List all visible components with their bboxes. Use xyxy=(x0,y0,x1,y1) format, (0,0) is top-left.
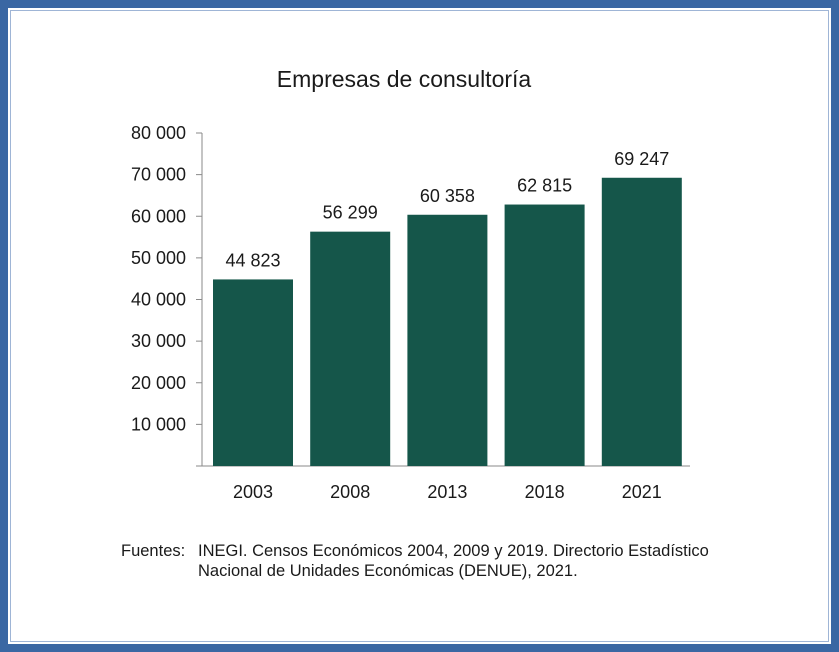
data-label: 60 358 xyxy=(420,186,475,206)
x-tick-label: 2018 xyxy=(525,482,565,502)
bar xyxy=(504,204,585,466)
data-label: 56 299 xyxy=(323,203,378,223)
y-tick-label: 60 000 xyxy=(131,206,186,226)
source-label: Fuentes: xyxy=(121,542,186,560)
x-tick-label: 2003 xyxy=(233,482,273,502)
y-tick-label: 50 000 xyxy=(131,248,186,268)
y-tick-label: 80 000 xyxy=(131,123,186,143)
chart-axes: 10 000 20 000 30 000 40 000 50 000 60 000 70 0… xyxy=(131,123,690,467)
chart-title: Empresas de consultoría xyxy=(277,66,532,92)
source-text: INEGI. Censos Económicos 2004, 2009 y 20… xyxy=(198,542,709,580)
data-label: 69 247 xyxy=(614,149,669,169)
y-tick-label: 40 000 xyxy=(131,290,186,310)
bar xyxy=(601,177,682,466)
y-tick-label: 20 000 xyxy=(131,373,186,393)
chart-bars xyxy=(213,177,682,466)
y-tick-label: 10 000 xyxy=(131,414,186,434)
data-label: 62 815 xyxy=(517,176,572,196)
y-tick-label: 30 000 xyxy=(131,331,186,351)
bar xyxy=(310,231,391,466)
y-tick-label: 70 000 xyxy=(131,165,186,185)
data-label: 44 823 xyxy=(225,250,280,270)
x-tick-label: 2021 xyxy=(622,482,662,502)
x-tick-label: 2013 xyxy=(427,482,467,502)
chart-labels: 44 823 2003 56 299 2008 60 358 2013 62 815 2018… xyxy=(225,149,669,502)
x-tick-label: 2008 xyxy=(330,482,370,502)
bar xyxy=(407,214,488,466)
bar xyxy=(213,279,293,466)
